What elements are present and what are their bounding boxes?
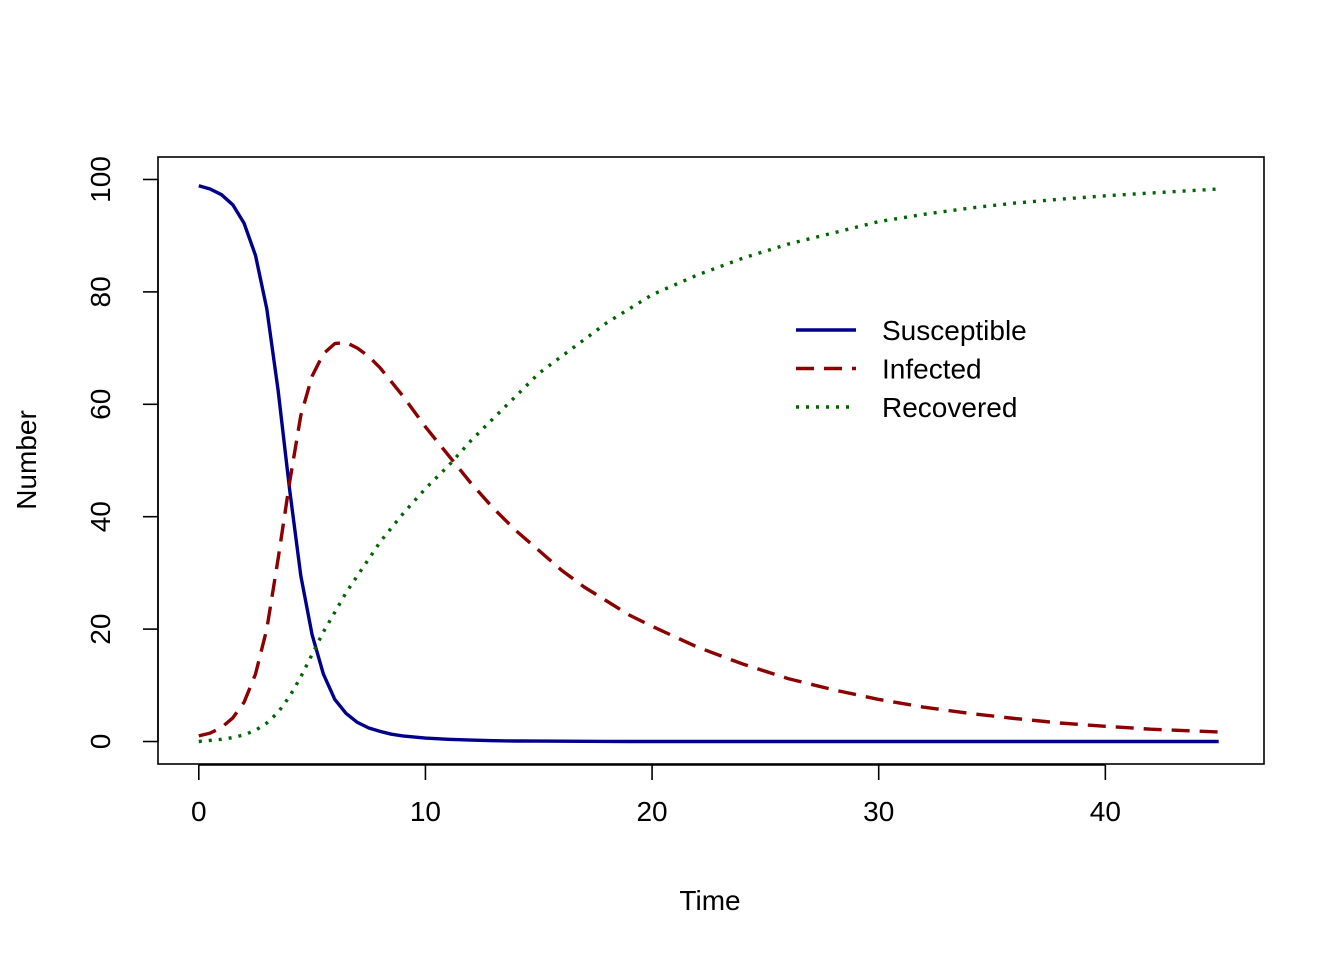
legend: Susceptible Infected Recovered (796, 315, 1027, 423)
series-layer (198, 184, 1219, 744)
x-tick-label-10: 10 (410, 796, 441, 827)
x-tick-label-40: 40 (1090, 796, 1121, 827)
y-tick-label-100: 100 (85, 156, 116, 203)
x-tick-label-0: 0 (191, 796, 207, 827)
x-axis-title: Time (679, 885, 740, 916)
x-axis: 0 10 20 30 40 (191, 764, 1121, 827)
x-tick-label-20: 20 (636, 796, 667, 827)
y-tick-label-20: 20 (85, 614, 116, 645)
y-tick-label-40: 40 (85, 501, 116, 532)
series-line-recovered (198, 187, 1219, 744)
legend-label-susceptible: Susceptible (882, 315, 1027, 346)
y-tick-label-60: 60 (85, 389, 116, 420)
legend-label-infected: Infected (882, 354, 982, 385)
y-tick-label-80: 80 (85, 276, 116, 307)
y-axis: 0 20 40 60 80 100 (85, 156, 159, 750)
series-line-infected (198, 340, 1219, 738)
legend-label-recovered: Recovered (882, 392, 1017, 423)
y-axis-title: Number (11, 410, 42, 510)
y-tick-label-0: 0 (85, 734, 116, 750)
series-line-susceptible (198, 184, 1219, 744)
x-tick-label-30: 30 (863, 796, 894, 827)
